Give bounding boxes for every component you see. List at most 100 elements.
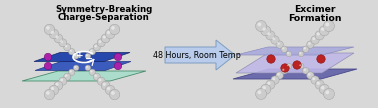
- Circle shape: [282, 69, 284, 71]
- Circle shape: [324, 21, 335, 32]
- Circle shape: [74, 66, 76, 68]
- Circle shape: [64, 44, 71, 51]
- Circle shape: [111, 91, 115, 95]
- Circle shape: [73, 53, 79, 59]
- Circle shape: [271, 36, 279, 44]
- Circle shape: [97, 39, 105, 47]
- Circle shape: [85, 65, 91, 71]
- Circle shape: [324, 88, 335, 99]
- Circle shape: [298, 51, 304, 57]
- Circle shape: [70, 50, 72, 52]
- Circle shape: [93, 73, 100, 80]
- Circle shape: [266, 80, 275, 89]
- Circle shape: [68, 69, 75, 75]
- Circle shape: [46, 26, 50, 30]
- Circle shape: [256, 21, 266, 32]
- Circle shape: [103, 83, 106, 86]
- Circle shape: [257, 90, 261, 94]
- Circle shape: [111, 26, 115, 30]
- Circle shape: [114, 53, 122, 61]
- Circle shape: [321, 86, 325, 90]
- Text: −: −: [85, 54, 93, 64]
- Circle shape: [68, 48, 75, 55]
- Circle shape: [99, 79, 101, 81]
- Circle shape: [56, 36, 59, 39]
- Circle shape: [281, 68, 288, 74]
- Circle shape: [307, 41, 314, 48]
- Circle shape: [281, 64, 289, 72]
- Circle shape: [315, 80, 324, 89]
- Circle shape: [287, 52, 289, 54]
- Circle shape: [107, 87, 110, 90]
- Circle shape: [319, 26, 329, 36]
- Circle shape: [89, 48, 96, 55]
- Circle shape: [51, 31, 54, 34]
- Circle shape: [109, 24, 120, 35]
- Circle shape: [321, 27, 325, 31]
- Polygon shape: [236, 53, 354, 73]
- Circle shape: [304, 47, 306, 49]
- Circle shape: [262, 27, 266, 31]
- Circle shape: [90, 50, 93, 52]
- Circle shape: [73, 65, 79, 71]
- Circle shape: [54, 81, 63, 90]
- Text: +: +: [76, 51, 84, 60]
- Circle shape: [60, 79, 63, 81]
- Circle shape: [312, 77, 315, 80]
- Circle shape: [109, 89, 120, 100]
- Circle shape: [44, 89, 55, 100]
- Circle shape: [89, 69, 96, 75]
- Circle shape: [49, 29, 59, 39]
- Circle shape: [277, 73, 280, 76]
- Circle shape: [267, 55, 275, 63]
- Polygon shape: [236, 47, 354, 55]
- Circle shape: [93, 44, 100, 51]
- Circle shape: [107, 31, 110, 34]
- Circle shape: [325, 90, 329, 94]
- Circle shape: [105, 29, 115, 39]
- Polygon shape: [35, 61, 131, 71]
- Circle shape: [308, 73, 311, 76]
- Circle shape: [86, 66, 88, 68]
- Circle shape: [44, 62, 52, 70]
- Circle shape: [64, 73, 71, 80]
- Circle shape: [298, 63, 304, 69]
- Circle shape: [54, 34, 63, 43]
- Circle shape: [261, 26, 271, 36]
- Circle shape: [282, 47, 284, 49]
- Circle shape: [266, 31, 275, 40]
- Circle shape: [276, 41, 284, 48]
- Circle shape: [271, 76, 279, 84]
- Circle shape: [44, 53, 52, 61]
- Polygon shape: [165, 40, 235, 70]
- Circle shape: [312, 37, 315, 40]
- Circle shape: [307, 72, 314, 79]
- Circle shape: [90, 70, 93, 72]
- Circle shape: [94, 74, 97, 77]
- Circle shape: [261, 84, 271, 94]
- Circle shape: [302, 46, 309, 52]
- Circle shape: [65, 45, 67, 47]
- Circle shape: [302, 68, 309, 74]
- Circle shape: [311, 36, 319, 44]
- Circle shape: [262, 86, 266, 90]
- Circle shape: [101, 34, 110, 43]
- Circle shape: [308, 42, 311, 45]
- Circle shape: [272, 37, 275, 40]
- Circle shape: [299, 52, 301, 54]
- Text: Excimer: Excimer: [294, 5, 336, 14]
- Circle shape: [46, 91, 50, 95]
- Circle shape: [101, 81, 110, 90]
- Circle shape: [281, 46, 288, 52]
- Circle shape: [70, 70, 72, 72]
- Circle shape: [311, 76, 319, 84]
- Circle shape: [59, 77, 67, 85]
- Circle shape: [319, 84, 329, 94]
- Circle shape: [325, 22, 329, 26]
- Circle shape: [59, 39, 67, 47]
- Text: 48 Hours, Room Temp: 48 Hours, Room Temp: [153, 51, 240, 60]
- Polygon shape: [233, 69, 357, 79]
- Circle shape: [86, 54, 88, 56]
- Circle shape: [304, 69, 306, 71]
- Circle shape: [85, 53, 91, 59]
